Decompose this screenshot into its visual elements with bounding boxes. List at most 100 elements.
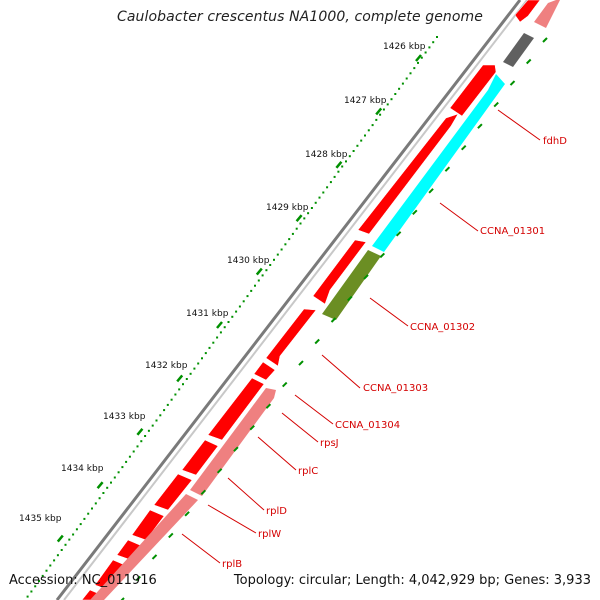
major-tick [415,54,422,62]
inner-tick [200,489,207,496]
gene-reverse-pink [90,494,198,600]
minor-tick [75,528,78,531]
minor-tick [390,98,393,101]
minor-tick [178,388,181,391]
minor-tick [417,61,419,64]
scale-label: 1426 kbp [383,42,426,52]
minor-tick [360,139,363,142]
minor-tick [269,264,272,266]
minor-tick [261,274,264,277]
minor-tick [144,435,147,437]
major-tick [56,534,64,543]
label-leaders [181,109,541,564]
minor-tick [386,103,389,106]
minor-tick [41,574,44,577]
major-tick [255,267,263,276]
minor-tick [246,295,249,298]
inner-tick [120,597,125,600]
gene-labels: fdhD CCNA_01301 CCNA_01302 CCNA_01303 CC… [222,136,567,570]
major-tick [96,481,104,490]
minor-tick [30,590,33,593]
backbone [55,0,528,600]
minor-tick [352,150,355,152]
minor-tick [345,160,347,163]
minor-tick [276,253,279,256]
inner-tick [542,37,548,43]
minor-tick [375,118,378,121]
minor-tick [91,507,93,510]
minor-tick [26,595,29,598]
minor-tick [326,186,329,189]
gene-label-rplC: rplC [298,466,318,477]
gene-label-rplD: rplD [266,506,287,517]
gene-reverse-pink [190,388,276,496]
minor-tick [379,113,382,116]
minor-tick [166,403,169,406]
inner-tick [298,360,304,366]
minor-tick [231,315,234,318]
inner-tick [249,424,255,431]
minor-tick [227,321,230,323]
leader-rplW [207,504,257,534]
leader-rplC [257,436,297,471]
minor-tick [401,82,404,85]
minor-tick-track [26,36,438,598]
gene-label-rplB: rplB [222,559,242,570]
scale-label: 1428 kbp [305,150,348,160]
minor-tick [337,170,340,173]
minor-tick [201,357,203,360]
leader-ccna-01301 [439,202,479,232]
minor-tick [219,331,222,334]
forward-strand-genes [81,0,541,600]
inner-tick [168,532,174,539]
gene-label-fdhD: fdhD [543,136,567,147]
gene-forward [131,509,165,541]
inner-tick [428,188,434,194]
gene-label-ccna-01302: CCNA_01302 [410,322,475,333]
minor-tick [329,181,332,184]
gene-label-rpsJ: rpsJ [320,438,339,449]
minor-tick [49,564,52,567]
minor-tick [341,165,344,168]
scale-label: 1427 kbp [344,96,387,106]
gene-forward [514,0,541,23]
minor-tick [333,175,336,178]
minor-tick [117,471,120,474]
minor-tick [216,336,219,339]
scale-label: 1431 kbp [186,309,229,319]
minor-tick [242,300,245,303]
minor-tick [110,481,112,484]
minor-tick [163,409,166,412]
minor-tick [314,201,317,204]
minor-tick [208,346,211,349]
minor-tick [189,372,192,375]
scale-label: 1435 kbp [19,514,62,524]
minor-tick [38,580,40,583]
minor-tick [288,238,291,241]
inner-tick [151,554,158,560]
minor-tick [151,424,154,427]
gene-forward [153,473,193,511]
minor-tick [98,497,101,500]
major-ticks [56,54,422,543]
inner-tick [493,101,499,108]
minor-tick [185,378,188,380]
inner-tick [216,468,223,474]
minor-tick [159,414,162,417]
inner-tick [363,274,369,280]
minor-tick [87,512,90,515]
minor-tick [303,217,306,220]
minor-tick [60,549,63,551]
minor-tick [125,460,128,463]
minor-tick [348,155,351,158]
minor-tick [193,367,196,370]
minor-tick [212,341,215,344]
minor-tick [235,310,238,313]
minor-tick [295,227,298,230]
minor-tick [250,289,253,292]
gene-label-ccna-01301: CCNA_01301 [480,226,545,237]
inner-tick [314,338,320,345]
gene-forward [312,239,367,305]
scale-label: 1433 kbp [103,412,146,422]
minor-tick [420,56,423,59]
